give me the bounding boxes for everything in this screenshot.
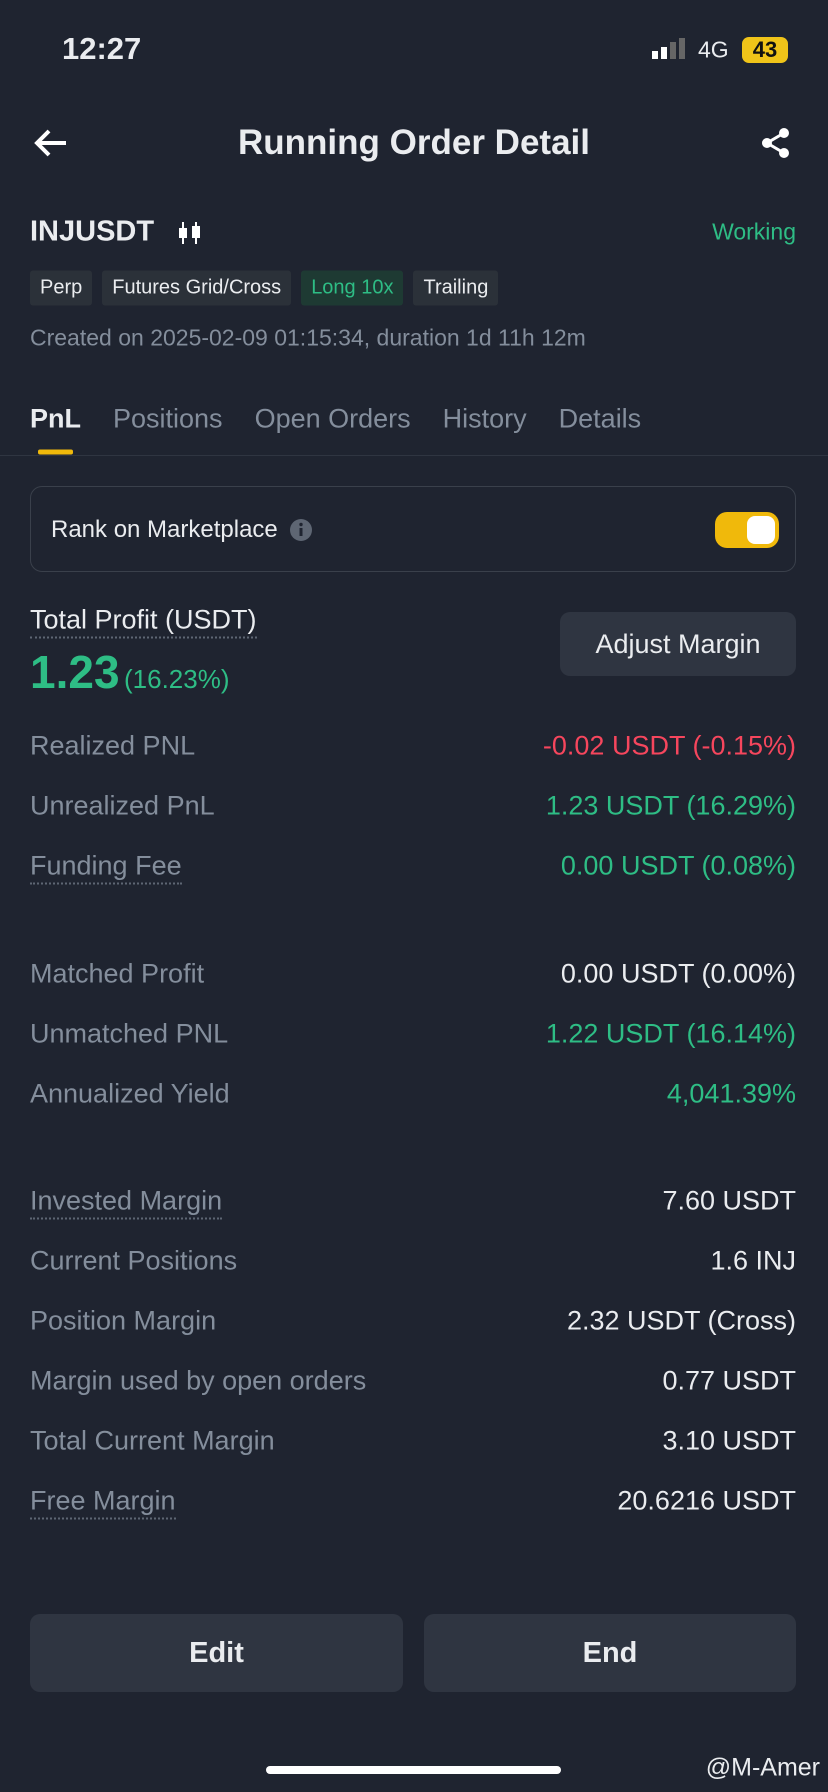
row-label-text: Position Margin xyxy=(30,1305,217,1336)
created-info: Created on 2025-02-09 01:15:34, duration… xyxy=(30,324,586,351)
row-label-text: Realized PNL xyxy=(30,730,196,761)
row-value: 20.6216 USDT xyxy=(617,1485,796,1516)
row-label-text: Annualized Yield xyxy=(30,1078,230,1109)
tabs: PnL Positions Open Orders History Details xyxy=(30,403,673,455)
row-label: Margin used by open orders xyxy=(30,1366,366,1397)
tab[interactable]: Open Orders xyxy=(254,403,411,434)
row-value: 2.32 USDT (Cross) xyxy=(566,1305,796,1336)
row-label-text: Free Margin xyxy=(30,1485,176,1520)
info-icon xyxy=(290,519,312,541)
tag: Trailing xyxy=(413,270,499,306)
tags: Perp Futures Grid/Cross Long 10x Trailing xyxy=(30,270,508,306)
row-value: 1.6 INJ xyxy=(710,1245,796,1276)
row-value: 0.77 USDT xyxy=(662,1365,796,1396)
row-value: 0.00 USDT (0.08%) xyxy=(560,850,796,881)
row-value: 4,041.39% xyxy=(666,1078,796,1109)
row-label: Unrealized PnL xyxy=(30,791,215,822)
rank-box: Rank on Marketplace xyxy=(30,486,796,572)
row-label-text: Invested Margin xyxy=(30,1185,223,1220)
candle-icon xyxy=(179,222,200,244)
row-label: Current Positions xyxy=(30,1246,237,1277)
tag: Futures Grid/Cross xyxy=(102,270,292,306)
row-value: 1.23 USDT (16.29%) xyxy=(545,790,796,821)
total-profit-value: 1.23 xyxy=(30,646,120,698)
row-value: -0.02 USDT (-0.15%) xyxy=(542,730,796,761)
divider xyxy=(0,455,828,456)
tag: Long 10x xyxy=(301,270,404,306)
home-indicator xyxy=(266,1766,561,1774)
row-label: Free Margin xyxy=(30,1485,176,1520)
tab[interactable]: History xyxy=(442,403,527,434)
row-label-text: Unrealized PnL xyxy=(30,790,215,821)
row-label: Funding Fee xyxy=(30,850,182,885)
total-profit-label-text: Total Profit (USDT) xyxy=(30,604,257,639)
row-label-text: Funding Fee xyxy=(30,850,182,885)
total-profit: 1.23 (16.23%) xyxy=(30,645,229,699)
row-label: Annualized Yield xyxy=(30,1079,230,1110)
back-button[interactable] xyxy=(34,128,68,158)
row-label-text: Matched Profit xyxy=(30,958,205,989)
battery: 43 xyxy=(742,37,788,63)
watermark: @M-Amer xyxy=(705,1753,820,1782)
status-time: 12:27 xyxy=(62,31,142,66)
row-label: Position Margin xyxy=(30,1306,216,1337)
row-label: Realized PNL xyxy=(30,731,195,762)
row-label-text: Unmatched PNL xyxy=(30,1018,229,1049)
row-label: Unmatched PNL xyxy=(30,1019,228,1050)
total-profit-percent: (16.23%) xyxy=(123,664,230,694)
row-value: 7.60 USDT xyxy=(662,1185,796,1216)
row-value: 3.10 USDT xyxy=(662,1425,796,1456)
symbol: INJUSDT xyxy=(30,215,155,248)
row-label: Invested Margin xyxy=(30,1185,223,1220)
row-label: Total Current Margin xyxy=(30,1426,275,1457)
share-button[interactable] xyxy=(760,127,792,159)
row-label-text: Current Positions xyxy=(30,1245,238,1276)
signal-icon xyxy=(652,38,685,59)
edit-button[interactable]: Edit xyxy=(30,1614,403,1692)
row-label: Matched Profit xyxy=(30,959,204,990)
status-network: 4G xyxy=(698,36,729,63)
tab[interactable]: PnL xyxy=(30,403,81,455)
page-title: Running Order Detail xyxy=(238,123,590,162)
end-button[interactable]: End xyxy=(424,1614,796,1692)
rank-label: Rank on Marketplace xyxy=(51,516,278,543)
toggle[interactable] xyxy=(715,512,779,548)
adjust-margin-button[interactable]: Adjust Margin xyxy=(560,612,796,676)
row-label-text: Margin used by open orders xyxy=(30,1365,367,1396)
tab[interactable]: Positions xyxy=(113,403,223,434)
row-value: 0.00 USDT (0.00%) xyxy=(560,958,796,989)
total-profit-label: Total Profit (USDT) xyxy=(30,604,257,639)
row-label-text: Total Current Margin xyxy=(30,1425,275,1456)
row-value: 1.22 USDT (16.14%) xyxy=(545,1018,796,1049)
tab[interactable]: Details xyxy=(558,403,642,434)
order-state: Working xyxy=(712,218,796,245)
tag: Perp xyxy=(30,270,93,306)
